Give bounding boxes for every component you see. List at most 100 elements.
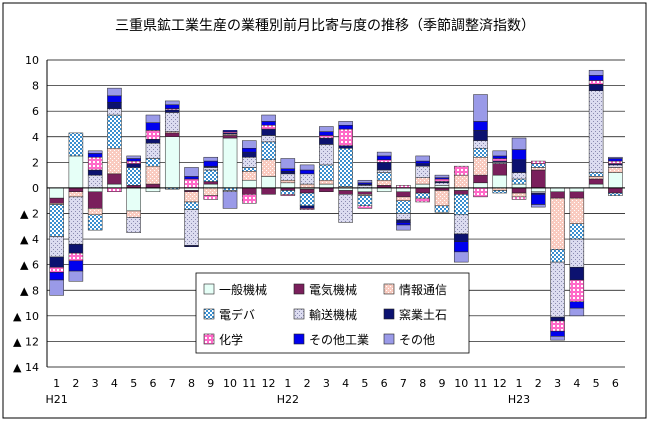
bar-segment — [415, 197, 430, 203]
x-tick-label: 12 — [493, 377, 507, 390]
bar-segment — [87, 214, 103, 231]
bar-stack-4 — [107, 87, 122, 193]
bar-segment — [415, 187, 430, 194]
bar-segment — [396, 200, 411, 214]
bar-stack-29 — [588, 69, 604, 189]
x-tick-label: 1 — [53, 377, 60, 390]
bar-segment — [473, 140, 488, 149]
bar-segment — [126, 160, 141, 164]
bar-segment — [453, 214, 469, 235]
bar-segment — [511, 137, 527, 150]
bar-segment — [126, 163, 141, 168]
bar-segment — [453, 241, 469, 253]
bar-segment — [357, 187, 373, 193]
bar-segment — [550, 316, 565, 322]
bar-stack-25 — [511, 137, 527, 200]
bar-segment — [184, 167, 199, 177]
bar-segment — [203, 169, 219, 182]
bar-stack-10 — [222, 130, 238, 209]
x-tick-label: 3 — [92, 377, 99, 390]
bar-segment — [280, 179, 296, 184]
bar-segment — [107, 95, 122, 103]
bar-segment — [588, 84, 604, 91]
bar-segment — [184, 191, 199, 203]
bar-segment — [588, 176, 604, 180]
bar-segment — [473, 94, 488, 122]
bar-segment — [261, 135, 276, 143]
bar-segment — [319, 164, 334, 181]
bar-segment — [569, 238, 585, 268]
bar-segment — [492, 174, 508, 189]
bar-segment — [511, 196, 527, 200]
bar-segment — [184, 209, 199, 246]
legend-label: 化学 — [219, 332, 243, 347]
bar-segment — [164, 132, 180, 138]
bar-segment — [396, 196, 411, 201]
bar-segment — [68, 191, 84, 198]
bar-segment — [242, 194, 257, 204]
bar-segment — [68, 252, 84, 262]
bar-segment — [164, 100, 180, 106]
bar-segment — [242, 179, 257, 189]
bar-stack-6 — [145, 114, 161, 193]
bar-segment — [588, 90, 604, 173]
bar-segment — [415, 155, 430, 162]
bar-segment — [49, 187, 64, 199]
bar-stack-28 — [569, 187, 585, 317]
bar-segment — [531, 169, 546, 189]
legend-label: 電気機械 — [309, 282, 357, 297]
year-label: H23 — [508, 393, 530, 406]
legend-swatch — [293, 283, 305, 295]
bar-segment — [261, 159, 276, 177]
bar-stack-14 — [299, 164, 315, 210]
bar-segment — [569, 279, 585, 303]
bar-segment — [184, 245, 199, 248]
bar-segment — [415, 192, 430, 199]
bar-segment — [49, 266, 64, 273]
bar-segment — [319, 187, 334, 193]
bar-segment — [569, 187, 585, 193]
bar-segment — [68, 155, 84, 189]
bar-segment — [107, 148, 122, 175]
bar-stack-7 — [164, 100, 180, 190]
bar-segment — [299, 169, 315, 175]
bar-segment — [473, 156, 488, 176]
bar-segment — [588, 178, 604, 185]
bar-segment — [550, 249, 565, 263]
bar-stack-24 — [492, 150, 508, 194]
y-tick-label: ▲ 6 — [20, 259, 39, 272]
bar-segment — [569, 223, 585, 240]
y-tick-label: ▲ 4 — [20, 233, 39, 246]
bar-segment — [242, 148, 257, 153]
y-tick-labels: 10 8 6 4 2 0 ▲ 2 ▲ 4 ▲ 6 ▲ 8 ▲ 10 ▲ 12 ▲ 14 — [13, 54, 39, 374]
bar-segment — [203, 187, 219, 196]
bar-segment — [550, 320, 565, 332]
bar-stack-22 — [453, 165, 469, 263]
bar-segment — [87, 174, 103, 189]
bar-segment — [68, 270, 84, 282]
bar-segment — [608, 164, 623, 168]
bar-segment — [222, 135, 238, 139]
y-tick-label: ▲ 14 — [13, 361, 39, 374]
bar-segment — [107, 101, 122, 109]
bar-segment — [588, 183, 604, 189]
bar-segment — [569, 301, 585, 309]
bar-stack-27 — [550, 187, 565, 341]
bar-segment — [608, 172, 623, 189]
legend-swatch — [383, 333, 395, 345]
bar-segment — [473, 130, 488, 141]
bar-segment — [376, 169, 392, 173]
legend-box — [195, 272, 470, 354]
bar-stack-2 — [68, 132, 84, 282]
bar-segment — [473, 148, 488, 158]
bar-segment — [261, 141, 276, 161]
bar-segment — [222, 130, 238, 132]
bar-segment — [87, 150, 103, 154]
bar-stack-9 — [203, 156, 219, 200]
bar-segment — [261, 121, 276, 126]
bar-segment — [338, 148, 353, 187]
legend-label: 電デバ — [219, 307, 255, 322]
bar-segment — [49, 256, 64, 268]
bar-segment — [511, 187, 527, 194]
legend-label: その他 — [399, 333, 435, 347]
